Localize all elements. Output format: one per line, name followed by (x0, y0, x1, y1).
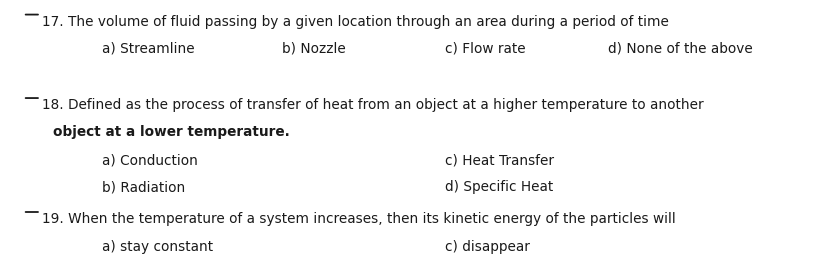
Text: 18. Defined as the process of transfer of heat from an object at a higher temper: 18. Defined as the process of transfer o… (42, 98, 704, 112)
Text: c) Flow rate: c) Flow rate (445, 41, 526, 55)
Text: 19. When the temperature of a system increases, then its kinetic energy of the p: 19. When the temperature of a system inc… (42, 212, 676, 226)
Text: b) Radiation: b) Radiation (102, 180, 185, 194)
Text: b) Nozzle: b) Nozzle (282, 41, 345, 55)
Text: d) Specific Heat: d) Specific Heat (445, 180, 553, 194)
Text: d) None of the above: d) None of the above (608, 41, 752, 55)
Text: a) Conduction: a) Conduction (102, 154, 197, 168)
Text: a) stay constant: a) stay constant (102, 240, 213, 254)
Text: c) Heat Transfer: c) Heat Transfer (445, 154, 554, 168)
Text: object at a lower temperature.: object at a lower temperature. (53, 125, 290, 139)
Text: 17. The volume of fluid passing by a given location through an area during a per: 17. The volume of fluid passing by a giv… (42, 15, 669, 29)
Text: c) disappear: c) disappear (445, 240, 530, 254)
Text: a) Streamline: a) Streamline (102, 41, 195, 55)
